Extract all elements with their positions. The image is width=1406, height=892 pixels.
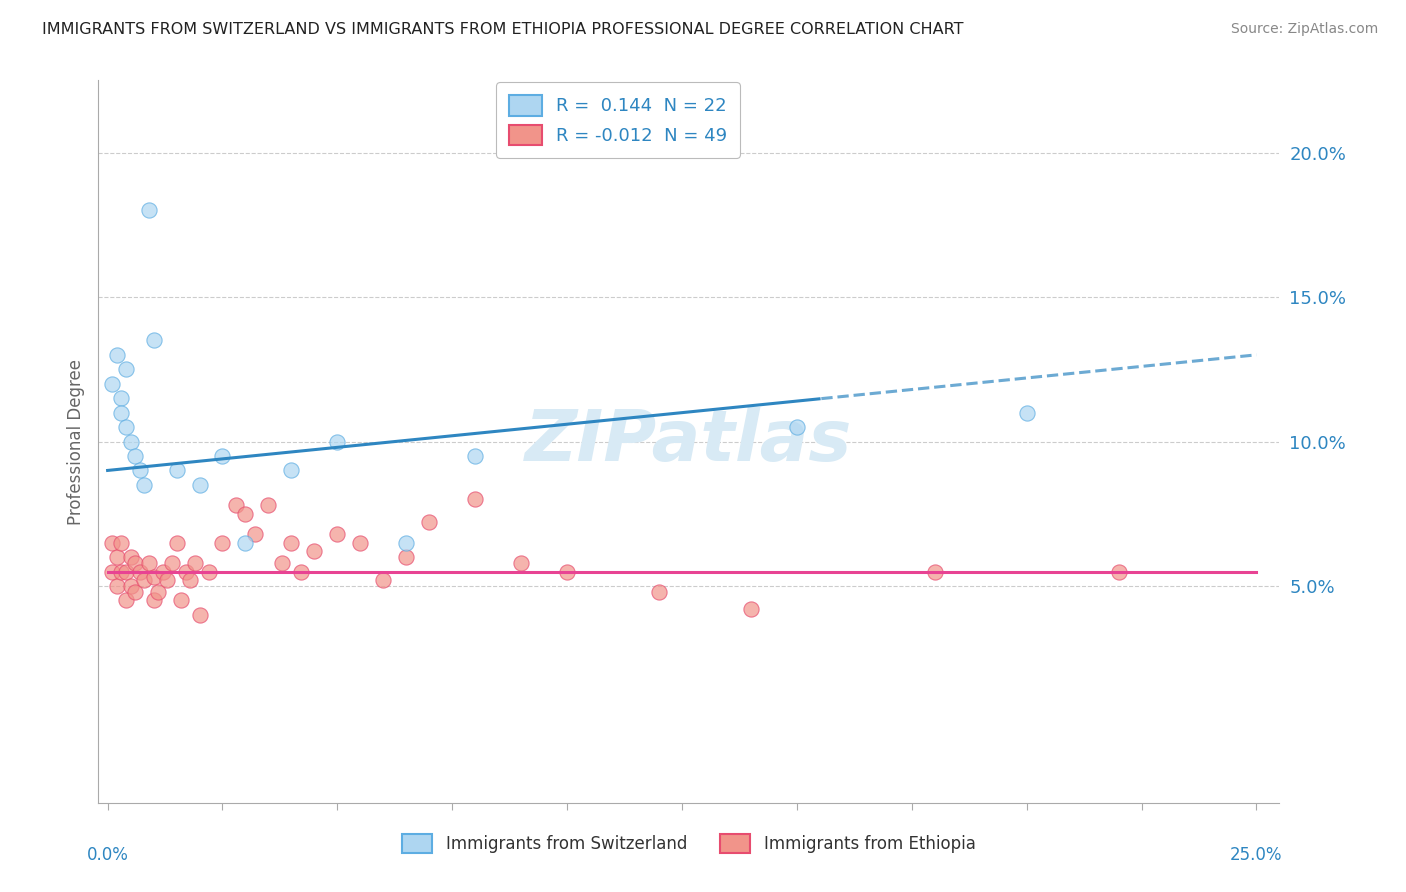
Point <box>280 535 302 549</box>
Point <box>1108 565 1130 579</box>
Text: 0.0%: 0.0% <box>87 847 128 864</box>
Point <box>166 535 188 549</box>
Point <box>156 574 179 588</box>
Point <box>170 593 193 607</box>
Legend: Immigrants from Switzerland, Immigrants from Ethiopia: Immigrants from Switzerland, Immigrants … <box>395 827 983 860</box>
Text: 25.0%: 25.0% <box>1230 847 1282 864</box>
Point <box>166 463 188 477</box>
Point <box>115 420 138 434</box>
Point <box>115 593 138 607</box>
Y-axis label: Professional Degree: Professional Degree <box>66 359 84 524</box>
Point <box>124 584 146 599</box>
Point <box>160 556 183 570</box>
Point <box>120 579 142 593</box>
Point <box>105 579 128 593</box>
Point <box>142 334 165 348</box>
Point <box>326 434 349 449</box>
Point <box>304 544 326 558</box>
Point <box>101 535 124 549</box>
Point <box>349 535 371 549</box>
Point <box>395 550 418 565</box>
Point <box>243 527 266 541</box>
Text: Source: ZipAtlas.com: Source: ZipAtlas.com <box>1230 22 1378 37</box>
Text: IMMIGRANTS FROM SWITZERLAND VS IMMIGRANTS FROM ETHIOPIA PROFESSIONAL DEGREE CORR: IMMIGRANTS FROM SWITZERLAND VS IMMIGRANT… <box>42 22 963 37</box>
Point <box>235 507 257 521</box>
Point <box>110 406 132 420</box>
Point <box>101 565 124 579</box>
Point <box>124 449 146 463</box>
Point <box>110 535 132 549</box>
Point <box>110 391 132 405</box>
Point <box>142 570 165 584</box>
Point <box>128 463 150 477</box>
Point <box>395 535 418 549</box>
Point <box>235 535 257 549</box>
Point <box>1015 406 1038 420</box>
Text: ZIPatlas: ZIPatlas <box>526 407 852 476</box>
Point <box>115 565 138 579</box>
Point <box>188 478 211 492</box>
Point <box>134 478 156 492</box>
Point <box>174 565 197 579</box>
Point <box>271 556 294 570</box>
Point <box>740 602 762 616</box>
Point <box>510 556 533 570</box>
Point <box>280 463 302 477</box>
Point <box>138 203 160 218</box>
Point <box>138 556 160 570</box>
Point <box>257 498 280 512</box>
Point <box>373 574 395 588</box>
Point <box>120 434 142 449</box>
Point <box>555 565 578 579</box>
Point <box>290 565 312 579</box>
Point <box>464 449 486 463</box>
Point <box>142 593 165 607</box>
Point <box>188 607 211 622</box>
Point <box>179 574 201 588</box>
Point <box>225 498 247 512</box>
Point <box>786 420 808 434</box>
Point <box>146 584 169 599</box>
Point <box>197 565 219 579</box>
Point <box>184 556 207 570</box>
Point <box>464 492 486 507</box>
Point <box>134 574 156 588</box>
Point <box>211 449 233 463</box>
Point <box>152 565 174 579</box>
Point <box>105 550 128 565</box>
Point <box>124 556 146 570</box>
Point <box>128 565 150 579</box>
Point <box>115 362 138 376</box>
Point <box>120 550 142 565</box>
Point <box>418 516 440 530</box>
Point <box>924 565 946 579</box>
Point <box>110 565 132 579</box>
Point <box>105 348 128 362</box>
Point <box>101 376 124 391</box>
Point <box>326 527 349 541</box>
Point <box>648 584 671 599</box>
Point <box>211 535 233 549</box>
